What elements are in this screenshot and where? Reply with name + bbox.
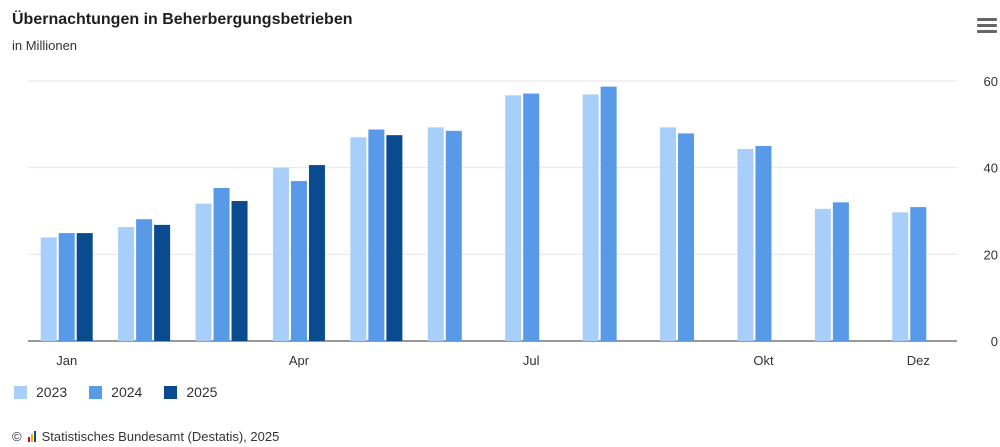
copyright-symbol: © bbox=[12, 429, 22, 444]
bar-2024 bbox=[213, 188, 230, 341]
source-text[interactable]: Statistisches Bundesamt (Destatis), 2025 bbox=[41, 429, 280, 444]
bar-2024 bbox=[290, 181, 307, 341]
bar-2023 bbox=[892, 212, 909, 341]
legend-item-2024[interactable]: 2024 bbox=[89, 384, 142, 400]
bar-2023 bbox=[582, 94, 599, 341]
y-tick-label: 20 bbox=[984, 247, 998, 262]
bar-2025 bbox=[308, 165, 325, 341]
bar-2025 bbox=[231, 201, 248, 341]
bar-2025 bbox=[386, 135, 403, 341]
legend-swatch bbox=[89, 385, 103, 399]
bar-2024 bbox=[755, 146, 772, 341]
menu-line bbox=[977, 30, 997, 33]
x-tick-label: Apr bbox=[289, 353, 310, 368]
bar-2023 bbox=[195, 203, 212, 341]
bar-2024 bbox=[832, 202, 849, 341]
bar-2023 bbox=[40, 237, 57, 341]
legend-item-2023[interactable]: 2023 bbox=[14, 384, 67, 400]
x-tick-label: Jan bbox=[56, 353, 77, 368]
x-tick-label: Jul bbox=[523, 353, 540, 368]
bar-2023 bbox=[427, 127, 444, 341]
legend-label: 2025 bbox=[186, 384, 218, 400]
y-tick-label: 60 bbox=[984, 74, 998, 89]
bar-2023 bbox=[350, 137, 367, 341]
bar-2023 bbox=[660, 127, 677, 341]
bar-2023 bbox=[737, 149, 754, 341]
menu-line bbox=[977, 24, 997, 27]
bar-2024 bbox=[136, 219, 153, 341]
x-tick-label: Dez bbox=[907, 353, 930, 368]
bar-2024 bbox=[678, 133, 695, 341]
bar-2025 bbox=[76, 233, 93, 341]
x-tick-label: Okt bbox=[753, 353, 774, 368]
bar-2024 bbox=[523, 93, 540, 341]
legend-swatch bbox=[14, 385, 27, 399]
bar-2024 bbox=[910, 207, 927, 341]
bar-2023 bbox=[272, 167, 289, 341]
chart-legend: 2023 2024 2025 bbox=[14, 384, 217, 400]
destatis-logo-icon bbox=[27, 431, 36, 442]
menu-line bbox=[977, 18, 997, 21]
y-tick-label: 0 bbox=[991, 334, 998, 349]
bar-2024 bbox=[368, 129, 385, 341]
legend-label: 2023 bbox=[36, 384, 68, 400]
legend-item-2025[interactable]: 2025 bbox=[164, 384, 217, 400]
bar-2024 bbox=[58, 233, 75, 341]
legend-swatch bbox=[164, 385, 178, 399]
chart-subtitle: in Millionen bbox=[12, 38, 78, 53]
source-footer: © Statistisches Bundesamt (Destatis), 20… bbox=[12, 429, 279, 444]
bar-2023 bbox=[814, 208, 831, 341]
legend-label: 2024 bbox=[111, 384, 143, 400]
chart-title: Übernachtungen in Beherbergungsbetrieben bbox=[12, 11, 353, 28]
bar-2023 bbox=[505, 95, 522, 341]
hamburger-menu-icon[interactable] bbox=[977, 18, 997, 34]
y-tick-label: 40 bbox=[984, 161, 998, 176]
bar-2025 bbox=[154, 224, 171, 341]
bar-2024 bbox=[445, 130, 462, 341]
bar-2023 bbox=[118, 227, 135, 341]
bar-2024 bbox=[600, 86, 617, 341]
